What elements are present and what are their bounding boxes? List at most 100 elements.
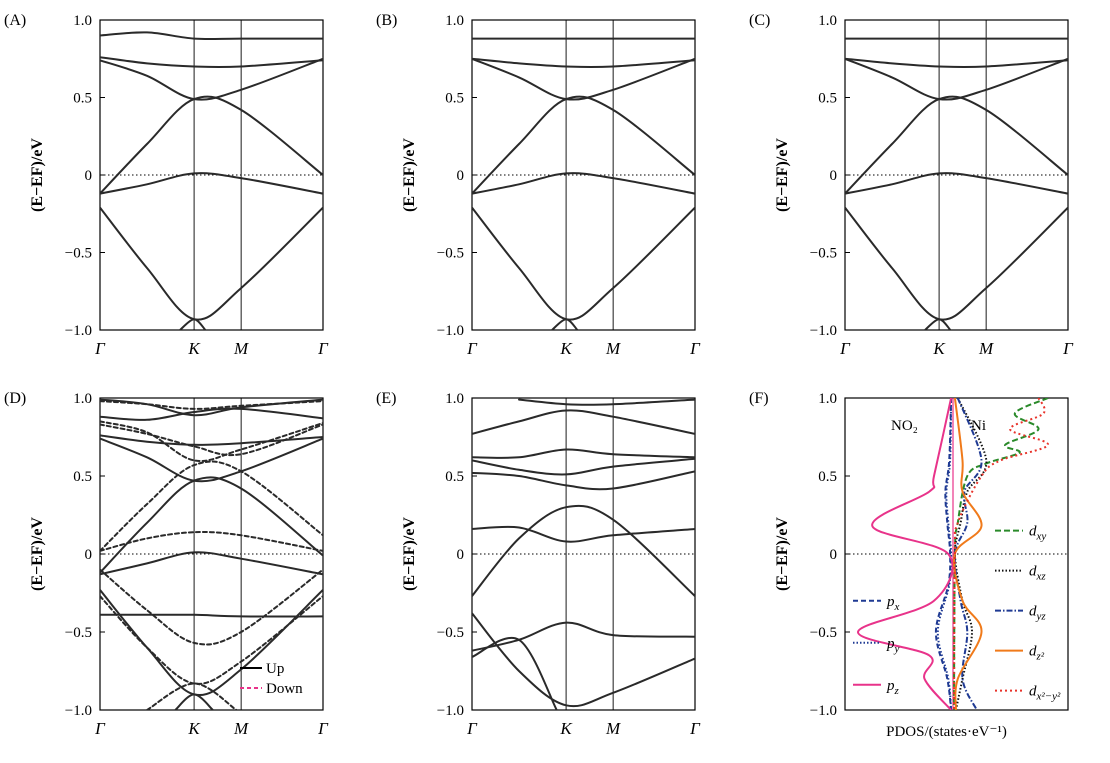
band-line: [472, 457, 695, 476]
k-point-label: Γ: [839, 339, 851, 358]
y-axis-label: (E−EF)/eV: [401, 138, 418, 212]
band-line: [472, 636, 558, 710]
y-tick-label: 0: [830, 547, 838, 563]
annotation-no2: NO₂: [891, 418, 918, 434]
y-tick-label: −1.0: [437, 323, 464, 339]
legend-label-p_z: pz: [886, 678, 900, 697]
band-line: [100, 206, 323, 321]
y-tick-label: −0.5: [437, 625, 464, 641]
band-line: [472, 57, 695, 69]
band-line-up: [100, 476, 323, 574]
legend-label-p_x: px: [886, 594, 900, 613]
k-point-label: Γ: [317, 339, 329, 358]
band-line: [100, 172, 323, 195]
legend-up-label: Up: [266, 661, 284, 677]
band-line: [551, 318, 579, 330]
y-tick-label: −0.5: [65, 246, 92, 262]
k-point-label: M: [233, 339, 249, 358]
y-tick-label: 0: [457, 168, 465, 184]
y-tick-label: 0: [85, 168, 93, 184]
panel-a: (A) 1.0 0.5 0 −0.5 −1.0 (E−EF)/eV Γ K M Γ: [4, 12, 329, 358]
y-tick-label: 0.5: [73, 469, 92, 485]
y-tick-label: 1.0: [818, 391, 837, 407]
bands: [100, 31, 323, 330]
y-axis-label: (E−EF)/eV: [29, 138, 46, 212]
k-point-label: K: [187, 719, 201, 738]
y-tick-label: 0: [830, 168, 838, 184]
band-line: [845, 206, 1068, 321]
panel-label: (E): [376, 390, 396, 407]
k-point-label: Γ: [689, 719, 701, 738]
band-line: [100, 95, 323, 195]
band-line-down: [146, 682, 238, 710]
band-line-down: [100, 423, 323, 457]
y-tick-label: 0.5: [818, 91, 837, 107]
band-line: [845, 57, 1068, 101]
legend-label-d_z2: dz²: [1029, 644, 1045, 663]
y-tick-label: 1.0: [73, 13, 92, 29]
k-point-label: M: [233, 719, 249, 738]
k-point-label: Γ: [466, 719, 478, 738]
legend-label-d_xy: dxy: [1029, 524, 1046, 543]
band-line: [100, 31, 323, 41]
pdos-curve-p_z: [857, 398, 954, 710]
band-line: [179, 318, 207, 330]
pdos-curve-p_y: [936, 398, 953, 710]
band-line-up: [100, 434, 323, 446]
band-line: [472, 409, 695, 435]
k-point-label: Γ: [466, 339, 478, 358]
y-tick-label: 0.5: [818, 469, 837, 485]
band-line: [472, 57, 695, 101]
y-tick-label: 0.5: [445, 91, 464, 107]
legend-down-label: Down: [266, 681, 303, 697]
y-tick-label: 0: [85, 547, 93, 563]
band-line-up: [100, 588, 323, 697]
y-tick-label: −0.5: [65, 625, 92, 641]
y-tick-label: 1.0: [73, 391, 92, 407]
y-axis-label: (E−EF)/eV: [774, 138, 791, 212]
k-point-label: K: [559, 339, 573, 358]
y-tick-label: 0: [457, 547, 465, 563]
y-axis-label: (E−EF)/eV: [774, 517, 791, 591]
pdos-curves: [857, 398, 1050, 710]
band-line-down: [100, 530, 323, 552]
bands: [472, 37, 695, 330]
y-axis-label: (E−EF)/eV: [401, 517, 418, 591]
band-line: [472, 172, 695, 195]
band-line: [845, 95, 1068, 195]
y-tick-label: −1.0: [810, 703, 837, 719]
band-line: [472, 504, 695, 598]
band-line-down: [100, 568, 323, 646]
y-tick-label: −1.0: [810, 323, 837, 339]
pdos-curve-d_yz: [953, 398, 983, 710]
band-line-up: [100, 551, 323, 576]
band-line: [472, 95, 695, 195]
k-point-label: Γ: [94, 339, 106, 358]
k-point-label: Γ: [1062, 339, 1074, 358]
legend-label-p_y: py: [886, 636, 900, 655]
band-line-up: [174, 693, 214, 710]
y-tick-label: 1.0: [818, 13, 837, 29]
band-line: [518, 398, 695, 406]
band-line: [472, 612, 695, 708]
band-line: [924, 318, 952, 330]
band-line: [472, 621, 695, 652]
k-point-label: M: [605, 719, 621, 738]
band-line: [100, 57, 323, 101]
band-line: [845, 172, 1068, 195]
band-line-down: [100, 400, 323, 410]
bands: [472, 398, 695, 710]
panel-label: (F): [749, 390, 769, 407]
band-line: [100, 56, 323, 69]
pdos-curve-p_x: [934, 398, 953, 710]
panel-c: (C) 1.0 0.5 0 −0.5 −1.0 (E−EF)/eV Γ K M Γ: [749, 12, 1074, 358]
panel-label: (C): [749, 12, 770, 29]
k-point-label: Γ: [94, 719, 106, 738]
panel-b: (B) 1.0 0.5 0 −0.5 −1.0 (E−EF)/eV Γ K M Γ: [376, 12, 701, 358]
band-line-up: [100, 407, 323, 421]
y-tick-label: −0.5: [437, 246, 464, 262]
y-tick-label: −1.0: [65, 323, 92, 339]
k-point-label: K: [932, 339, 946, 358]
legend-label-d_yz: dyz: [1029, 604, 1046, 623]
